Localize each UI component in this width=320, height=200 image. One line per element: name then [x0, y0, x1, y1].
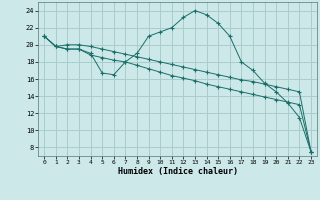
X-axis label: Humidex (Indice chaleur): Humidex (Indice chaleur) [118, 167, 238, 176]
